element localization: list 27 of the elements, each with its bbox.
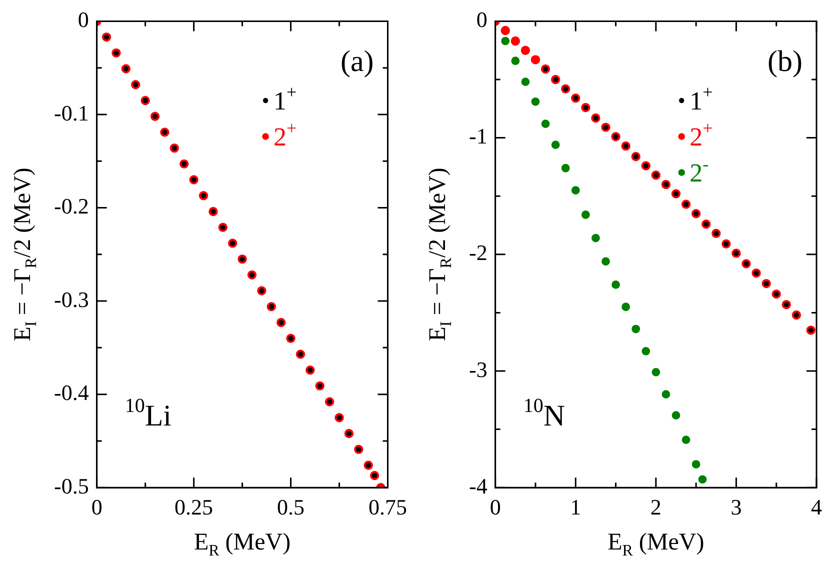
- y-axis-title: EI = −ΓR/2 (MeV): [10, 168, 40, 342]
- legend-label: 2+: [690, 118, 713, 152]
- y-tick-label: -0.2: [54, 194, 89, 219]
- y-tick-label: -0.3: [54, 286, 89, 312]
- legend-label: 1+: [274, 82, 297, 116]
- y-tick-label: 0: [78, 6, 89, 32]
- y-tick-label: -3: [469, 356, 488, 382]
- y-tick-label: -1: [469, 124, 488, 149]
- legend-label: 2-: [690, 154, 709, 188]
- legend-label: 1+: [690, 82, 713, 116]
- y-tick-label: -4: [469, 473, 488, 498]
- x-tick-label: 0.75: [368, 494, 407, 520]
- x-tick-label: 4: [811, 494, 822, 520]
- annotation: (a): [340, 45, 374, 78]
- y-tick-label: 0: [476, 6, 488, 32]
- y-tick-label: -0.5: [54, 473, 89, 498]
- y-axis-title: EI = −ΓR/2 (MeV): [425, 168, 455, 342]
- y-tick-label: -2: [469, 240, 488, 266]
- legend-label: 2+: [274, 118, 297, 152]
- x-tick-label: 0.25: [174, 494, 214, 520]
- x-tick-label: 3: [730, 494, 742, 520]
- x-tick-label: 1: [570, 494, 582, 520]
- y-tick-label: -0.1: [54, 100, 89, 126]
- x-tick-label: 2: [650, 494, 662, 520]
- y-tick-label: -0.4: [54, 380, 89, 406]
- x-tick-label: 0.5: [277, 494, 305, 520]
- annotation: (b): [768, 45, 803, 78]
